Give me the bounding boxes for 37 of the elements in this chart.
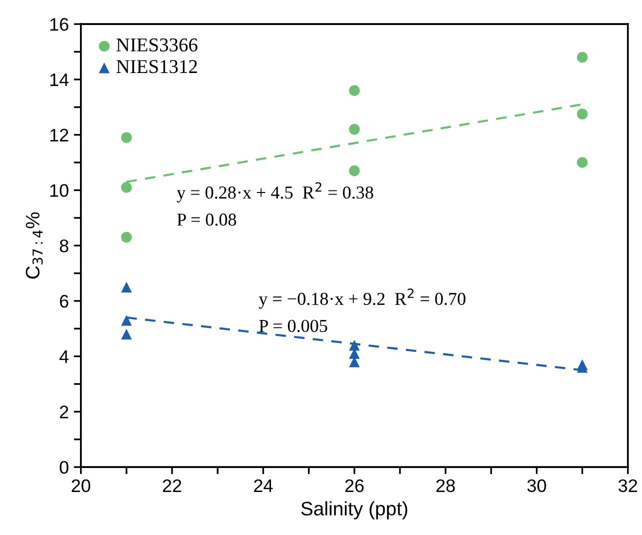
- point: [576, 108, 588, 120]
- y-tick-label: 0: [60, 460, 68, 474]
- legend-label: NIES3366: [116, 38, 198, 52]
- x-tick-label: 32: [618, 479, 638, 492]
- point: [121, 328, 132, 340]
- x-tick-label: 28: [436, 479, 455, 492]
- x-tick-label: 30: [527, 479, 546, 492]
- point: [349, 165, 360, 176]
- y-axis-title: C$_{37:4}$%: [26, 212, 43, 279]
- point: [576, 157, 588, 168]
- point: [121, 314, 132, 326]
- point: [349, 85, 360, 96]
- annotation: y = −0.18·x + 9.2 R$^{2}$ = 0.70: [258, 288, 466, 309]
- y-tick-label: 6: [60, 294, 68, 308]
- y-tick-label: 2: [60, 406, 68, 418]
- y-tick-label: 4: [59, 350, 69, 363]
- point: [349, 124, 360, 135]
- x-tick-label: 20: [72, 479, 90, 492]
- y-tick-label: 8: [60, 240, 68, 252]
- x-tick-label: 22: [162, 479, 182, 492]
- annotation: P = 0.005: [259, 320, 328, 332]
- point: [121, 282, 132, 292]
- point: [121, 182, 132, 193]
- x-tick-label: 24: [254, 479, 273, 492]
- point: [576, 52, 588, 63]
- y-tick-label: 12: [50, 128, 68, 142]
- y-tick-label: 10: [50, 184, 68, 197]
- x-tick-label: 26: [345, 479, 364, 492]
- y-tick-label: 16: [50, 18, 68, 31]
- y-tick-label: 14: [50, 74, 69, 86]
- annotation: P = 0.08: [177, 214, 236, 226]
- legend-label: NIES1312: [116, 60, 197, 74]
- x-axis-title: Salinity (ppt): [301, 501, 408, 520]
- annotation: y = 0.28·x + 4.5 R$^{2}$ = 0.38: [176, 182, 374, 202]
- point: [121, 132, 132, 143]
- point: [121, 232, 132, 243]
- point: [349, 340, 360, 351]
